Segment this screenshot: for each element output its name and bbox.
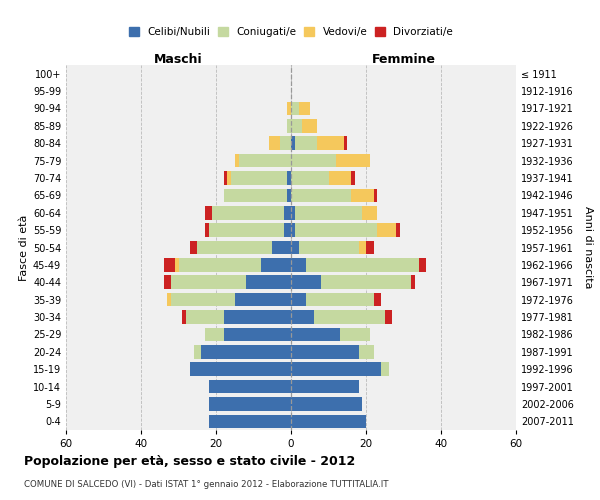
Bar xyxy=(291,276,321,289)
Bar xyxy=(321,276,411,289)
Bar xyxy=(239,154,291,168)
Bar xyxy=(291,380,359,394)
Bar xyxy=(381,362,389,376)
Bar xyxy=(190,240,197,254)
Legend: Celibi/Nubili, Coniugati/e, Vedovi/e, Divorziati/e: Celibi/Nubili, Coniugati/e, Vedovi/e, Di… xyxy=(125,23,457,41)
Bar xyxy=(366,240,373,254)
Bar xyxy=(209,224,284,237)
Bar xyxy=(171,293,235,306)
Bar xyxy=(269,136,280,150)
Bar xyxy=(291,240,299,254)
Bar xyxy=(272,240,291,254)
Text: Maschi: Maschi xyxy=(154,53,203,66)
Bar xyxy=(223,328,291,341)
Bar xyxy=(329,171,351,185)
Bar xyxy=(223,188,287,202)
Bar xyxy=(284,206,291,220)
Bar xyxy=(362,206,377,220)
Bar xyxy=(359,345,373,358)
Bar xyxy=(205,328,223,341)
Bar xyxy=(223,171,227,185)
Bar xyxy=(291,310,314,324)
Bar xyxy=(306,293,373,306)
Bar xyxy=(317,136,343,150)
Bar xyxy=(291,171,329,185)
Bar xyxy=(291,154,336,168)
Bar xyxy=(171,276,246,289)
Bar xyxy=(205,224,209,237)
Bar xyxy=(291,136,295,150)
Bar xyxy=(291,119,302,132)
Bar xyxy=(197,240,272,254)
Bar xyxy=(261,258,291,272)
Bar xyxy=(302,119,317,132)
Bar xyxy=(291,362,381,376)
Bar xyxy=(299,240,359,254)
Bar xyxy=(314,310,385,324)
Bar xyxy=(340,328,370,341)
Text: Femmine: Femmine xyxy=(371,53,436,66)
Bar xyxy=(284,224,291,237)
Bar xyxy=(163,276,171,289)
Bar xyxy=(205,206,212,220)
Bar xyxy=(343,136,347,150)
Bar xyxy=(280,136,291,150)
Bar xyxy=(419,258,426,272)
Bar xyxy=(287,171,291,185)
Bar xyxy=(235,154,239,168)
Bar xyxy=(209,380,291,394)
Bar xyxy=(287,119,291,132)
Bar xyxy=(291,206,295,220)
Bar xyxy=(299,102,310,115)
Bar xyxy=(291,397,362,410)
Bar xyxy=(287,188,291,202)
Bar xyxy=(291,345,359,358)
Bar xyxy=(291,258,306,272)
Bar xyxy=(246,276,291,289)
Bar xyxy=(385,310,392,324)
Y-axis label: Anni di nascita: Anni di nascita xyxy=(583,206,593,289)
Bar xyxy=(167,293,171,306)
Bar xyxy=(377,224,396,237)
Bar xyxy=(227,171,231,185)
Bar xyxy=(287,102,291,115)
Text: Popolazione per età, sesso e stato civile - 2012: Popolazione per età, sesso e stato civil… xyxy=(24,455,355,468)
Bar xyxy=(163,258,175,272)
Bar xyxy=(306,258,419,272)
Bar xyxy=(295,224,377,237)
Bar xyxy=(179,258,261,272)
Bar xyxy=(291,293,306,306)
Bar xyxy=(359,240,366,254)
Bar xyxy=(193,345,201,358)
Bar xyxy=(295,206,362,220)
Bar xyxy=(291,188,351,202)
Bar xyxy=(351,171,355,185)
Y-axis label: Fasce di età: Fasce di età xyxy=(19,214,29,280)
Bar xyxy=(209,397,291,410)
Text: COMUNE DI SALCEDO (VI) - Dati ISTAT 1° gennaio 2012 - Elaborazione TUTTITALIA.IT: COMUNE DI SALCEDO (VI) - Dati ISTAT 1° g… xyxy=(24,480,389,489)
Bar xyxy=(209,414,291,428)
Bar xyxy=(175,258,179,272)
Bar xyxy=(231,171,287,185)
Bar xyxy=(201,345,291,358)
Bar xyxy=(190,362,291,376)
Bar xyxy=(336,154,370,168)
Bar xyxy=(182,310,186,324)
Bar xyxy=(295,136,317,150)
Bar xyxy=(291,224,295,237)
Bar xyxy=(291,414,366,428)
Bar xyxy=(373,293,381,306)
Bar xyxy=(396,224,400,237)
Bar xyxy=(223,310,291,324)
Bar xyxy=(373,188,377,202)
Bar xyxy=(291,328,340,341)
Bar xyxy=(351,188,373,202)
Bar xyxy=(212,206,284,220)
Bar xyxy=(186,310,223,324)
Bar xyxy=(291,102,299,115)
Bar xyxy=(235,293,291,306)
Bar xyxy=(411,276,415,289)
